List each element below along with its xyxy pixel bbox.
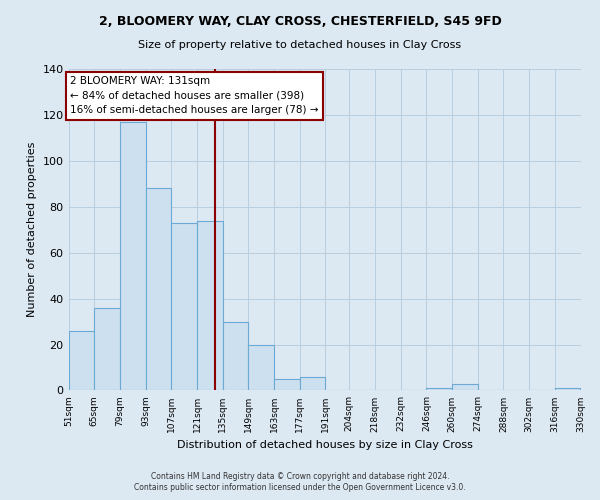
Bar xyxy=(197,220,223,390)
Bar xyxy=(94,308,120,390)
Bar xyxy=(172,223,197,390)
Text: Size of property relative to detached houses in Clay Cross: Size of property relative to detached ho… xyxy=(139,40,461,50)
Text: 2 BLOOMERY WAY: 131sqm
← 84% of detached houses are smaller (398)
16% of semi-de: 2 BLOOMERY WAY: 131sqm ← 84% of detached… xyxy=(70,76,319,116)
Text: 2, BLOOMERY WAY, CLAY CROSS, CHESTERFIELD, S45 9FD: 2, BLOOMERY WAY, CLAY CROSS, CHESTERFIEL… xyxy=(98,15,502,28)
Bar xyxy=(223,322,248,390)
Y-axis label: Number of detached properties: Number of detached properties xyxy=(27,142,37,318)
Bar xyxy=(146,188,172,390)
X-axis label: Distribution of detached houses by size in Clay Cross: Distribution of detached houses by size … xyxy=(176,440,472,450)
Bar xyxy=(68,330,94,390)
Bar xyxy=(248,344,274,391)
Bar xyxy=(452,384,478,390)
Bar xyxy=(427,388,452,390)
Bar xyxy=(274,379,300,390)
Text: Contains HM Land Registry data © Crown copyright and database right 2024.
Contai: Contains HM Land Registry data © Crown c… xyxy=(134,472,466,492)
Bar xyxy=(555,388,580,390)
Bar xyxy=(300,376,325,390)
Bar xyxy=(120,122,146,390)
